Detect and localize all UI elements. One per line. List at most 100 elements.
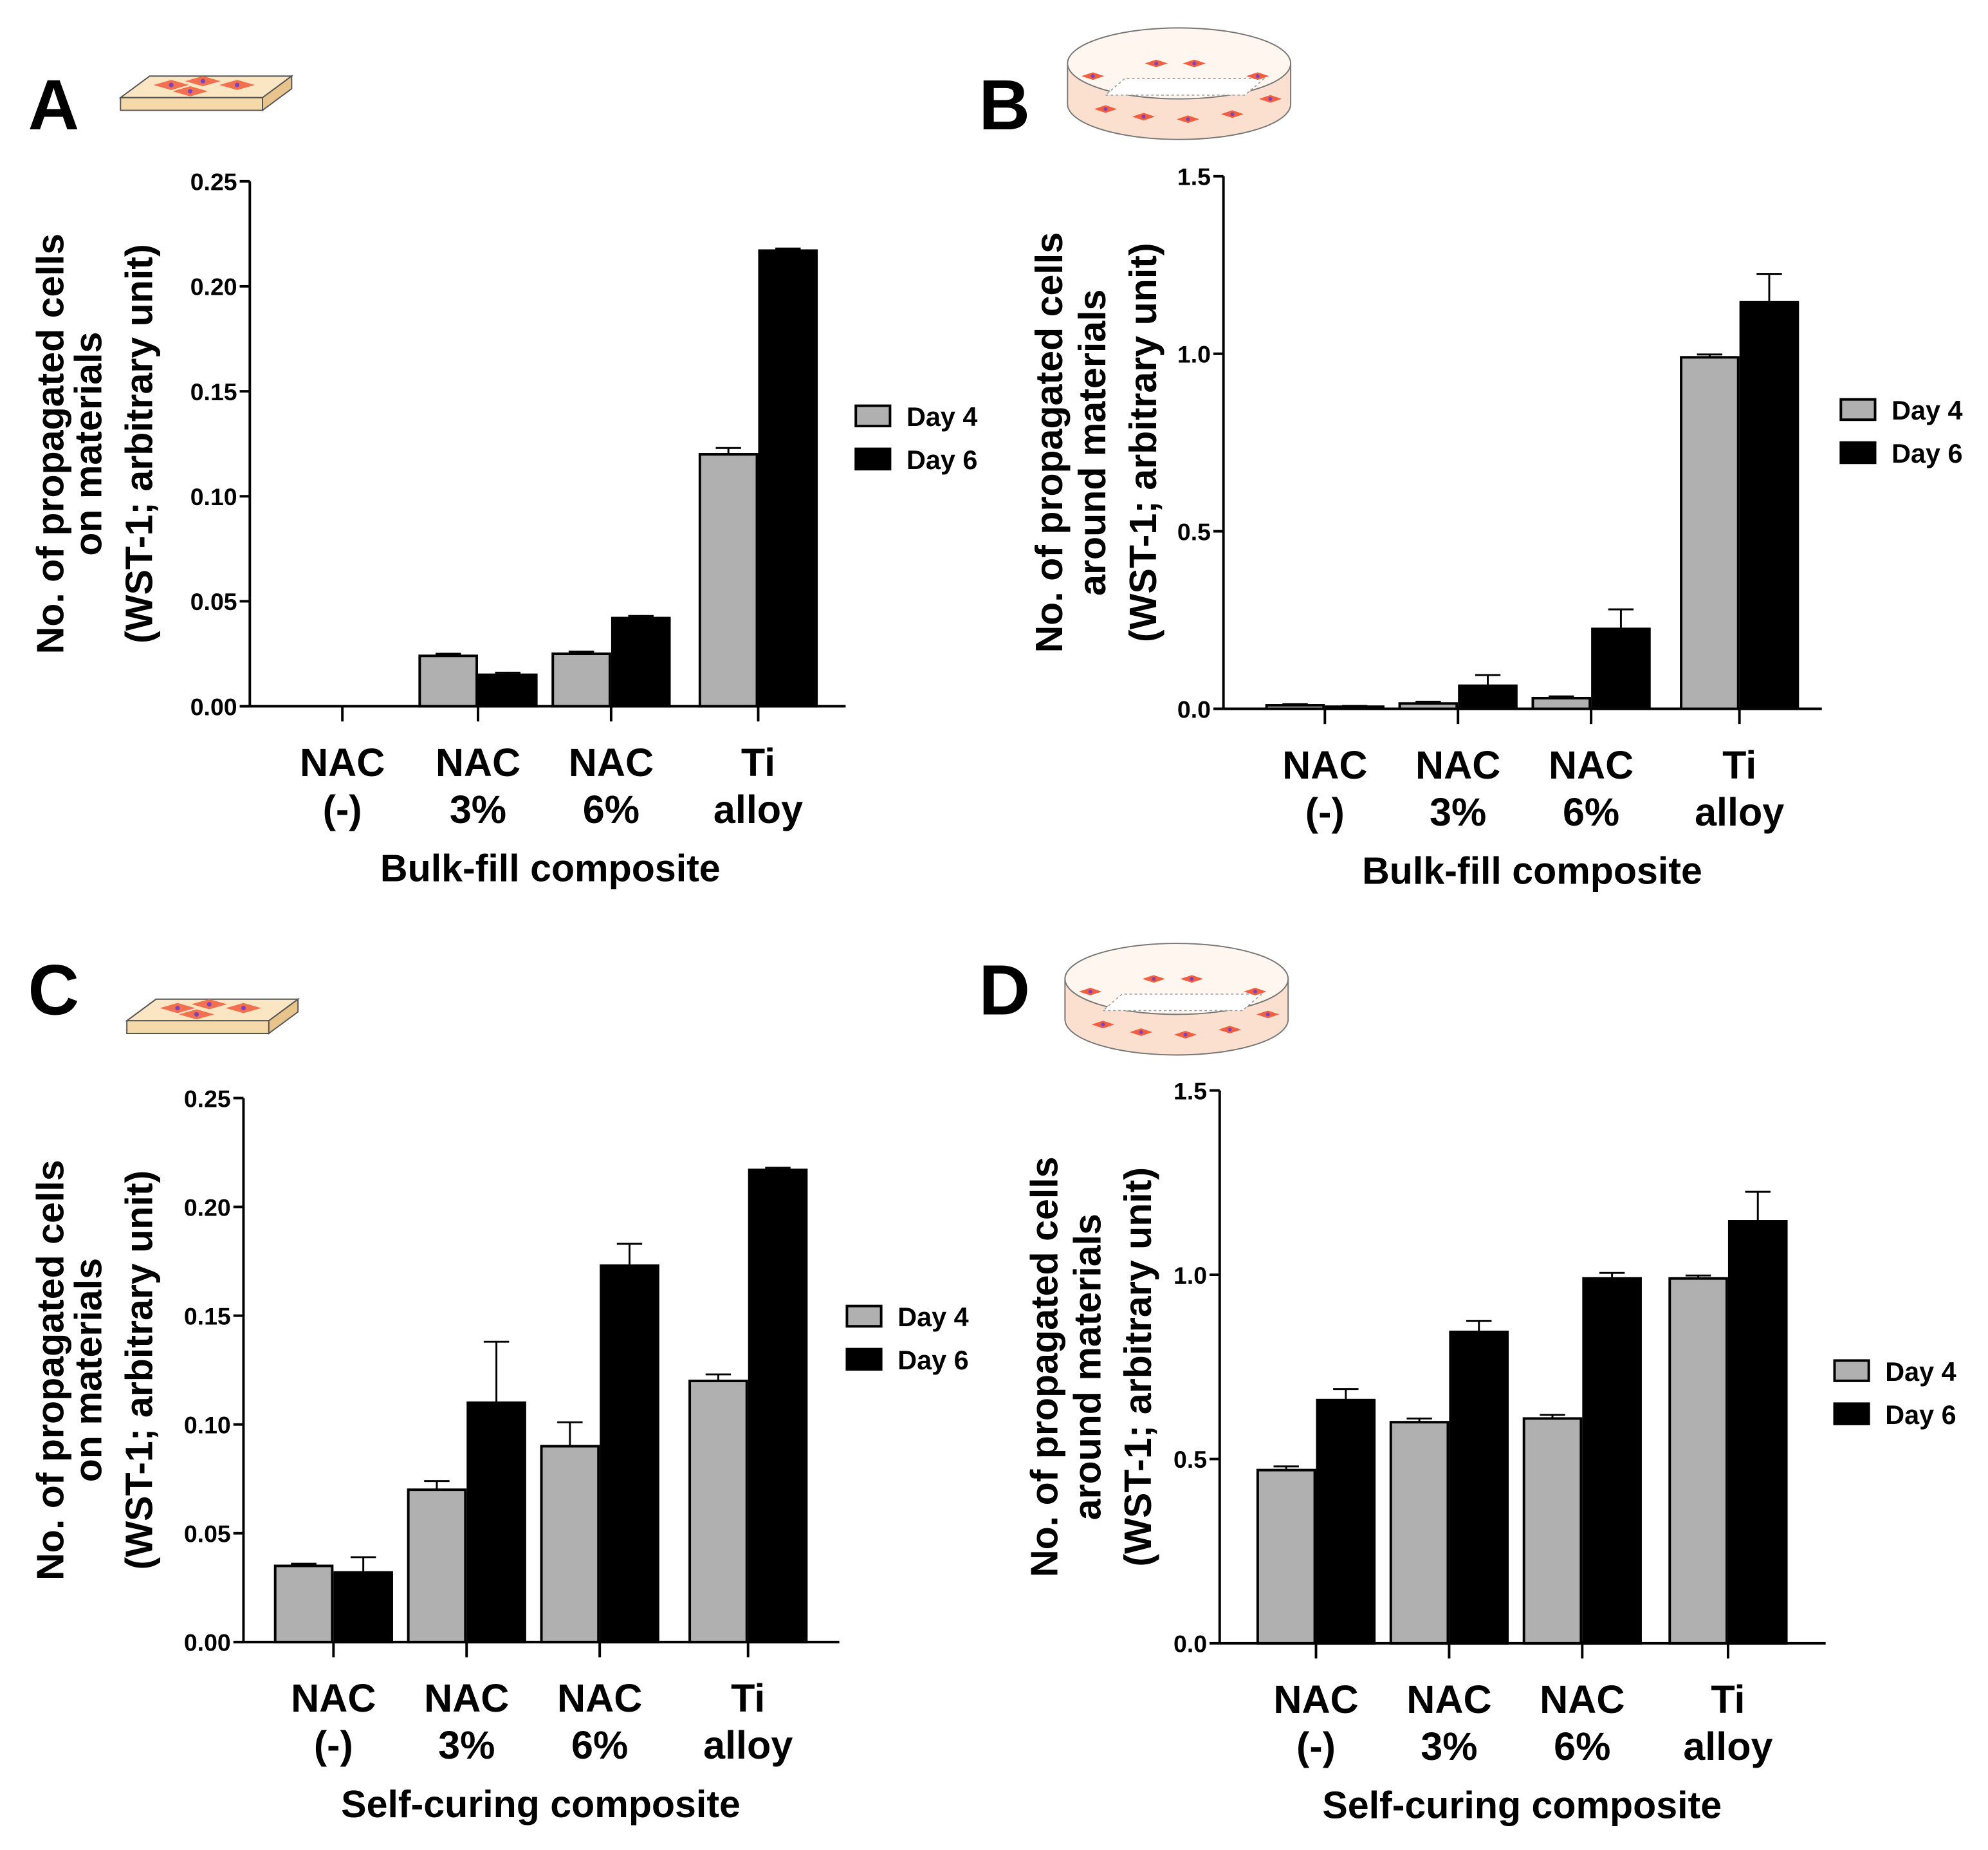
panel-letter: C (28, 950, 79, 1030)
y-tick-label: 0.25 (190, 169, 237, 196)
panel-letter: B (979, 66, 1030, 145)
x-tick-label: Ti (1711, 1678, 1745, 1721)
y-tick-label: 0.25 (184, 1085, 231, 1112)
bar-day-6 (1591, 627, 1651, 710)
y-tick-label: 0.00 (184, 1629, 231, 1656)
x-tick-label: (-) (1305, 790, 1345, 834)
x-tick-label: NAC (1273, 1678, 1358, 1721)
y-tick-label: 0.10 (190, 483, 237, 510)
legend-label: Day 6 (1891, 439, 1962, 468)
bar-day-4 (1680, 356, 1740, 710)
y-tick-label: 0.0 (1173, 1631, 1207, 1658)
y-axis-label: around materials (1065, 1214, 1109, 1520)
y-tick-label: 0.10 (184, 1411, 231, 1438)
y-tick-label: 0.0 (1177, 696, 1211, 723)
y-tick-label: 1.5 (1177, 163, 1211, 190)
bar-day-4 (540, 1445, 600, 1643)
y-tick-label: 0.15 (190, 378, 237, 405)
y-axis-label: (WST-1; arbitrary unit) (117, 244, 160, 643)
y-tick-label: 1.0 (1177, 341, 1211, 368)
bar-day-6 (1739, 301, 1799, 710)
y-axis-label: (WST-1; arbitrary unit) (1116, 1167, 1159, 1567)
legend-label: Day 4 (1891, 396, 1962, 425)
legend-label: Day 6 (897, 1346, 968, 1375)
x-tick-label: 3% (438, 1723, 495, 1767)
bar-day-6 (1582, 1277, 1642, 1645)
legend-label: Day 6 (1885, 1400, 1956, 1430)
x-tick-label: NAC (1415, 743, 1500, 787)
y-axis-label: on materials (67, 332, 110, 556)
x-tick-label: NAC (1540, 1678, 1624, 1721)
bar-day-6 (1316, 1398, 1376, 1645)
y-tick-label: 1.5 (1173, 1077, 1207, 1104)
y-axis-label: No. of propagated cells (1027, 232, 1071, 653)
legend-label: Day 4 (1885, 1357, 1956, 1387)
y-axis-label: No. of propagated cells (28, 1160, 71, 1580)
bar-day-6 (600, 1264, 659, 1643)
bar-day-4 (1256, 1468, 1316, 1645)
panel-C: C 0.00 0.05 0.10 0.15 0.20 0.25 No. of propagat… (28, 950, 968, 1825)
legend-swatch (854, 404, 892, 428)
x-tick-label: 3% (450, 788, 506, 831)
bar-day-4 (1522, 1417, 1583, 1645)
x-tick-label: NAC (1282, 743, 1367, 787)
bar-day-6 (758, 249, 818, 708)
y-tick-label: 0.5 (1173, 1446, 1207, 1473)
panel-letter: A (28, 66, 79, 145)
x-tick-label: NAC (569, 741, 654, 784)
x-tick-label: 6% (571, 1723, 628, 1767)
material-slab-icon (125, 997, 300, 1035)
y-tick-label: 0.20 (190, 273, 237, 301)
x-tick-label: 6% (1563, 790, 1619, 834)
bar-day-6 (1458, 684, 1518, 710)
x-tick-label: NAC (1406, 1678, 1491, 1721)
bar-day-4 (418, 654, 478, 708)
legend-swatch (854, 447, 892, 471)
x-axis-label: Self-curing composite (341, 1782, 741, 1826)
bar-day-6 (1325, 705, 1385, 710)
material-slab-icon (118, 75, 294, 112)
bar-day-6 (611, 616, 671, 708)
y-tick-label: 0.20 (184, 1194, 231, 1221)
y-axis-label: (WST-1; arbitrary unit) (1121, 243, 1164, 642)
petri-dish-icon (1064, 943, 1289, 1056)
x-tick-label: NAC (291, 1676, 376, 1720)
x-tick-label: 3% (1430, 790, 1486, 834)
x-tick-label: Ti (731, 1676, 765, 1720)
y-tick-label: 0.15 (184, 1302, 231, 1329)
x-tick-label: (-) (323, 788, 362, 831)
legend-swatch (845, 1347, 883, 1371)
x-tick-label: alloy (703, 1723, 793, 1767)
x-tick-label: 3% (1421, 1725, 1477, 1768)
y-axis-label: on materials (67, 1258, 110, 1482)
x-axis-label: Bulk-fill composite (1362, 849, 1702, 892)
bar-day-6 (748, 1169, 808, 1643)
y-axis-label: (WST-1; arbitrary unit) (117, 1170, 160, 1570)
bar-day-6 (333, 1571, 393, 1643)
x-tick-label: NAC (557, 1676, 642, 1720)
y-axis-label: No. of propagated cells (28, 234, 71, 654)
bar-day-4 (1398, 702, 1459, 710)
bar-day-6 (466, 1401, 526, 1643)
legend-label: Day 6 (907, 445, 977, 475)
petri-dish-icon (1067, 27, 1292, 140)
x-tick-label: Ti (1722, 743, 1756, 787)
bar-day-4 (407, 1488, 467, 1643)
x-tick-label: NAC (300, 741, 385, 784)
x-tick-label: 6% (1554, 1725, 1610, 1768)
x-tick-label: (-) (314, 1723, 353, 1767)
legend-swatch (845, 1304, 883, 1328)
bar-day-4 (688, 1380, 748, 1643)
y-axis-label: No. of propagated cells (1022, 1156, 1065, 1577)
x-tick-label: alloy (1683, 1725, 1772, 1768)
x-tick-label: NAC (424, 1676, 509, 1720)
bar-day-4 (273, 1564, 334, 1643)
bar-day-4 (698, 453, 759, 708)
x-tick-label: Ti (741, 741, 775, 784)
y-axis-label: around materials (1071, 290, 1114, 596)
legend-swatch (1839, 441, 1877, 465)
bar-day-4 (1668, 1277, 1728, 1645)
bar-day-4 (1389, 1421, 1450, 1645)
panel-letter: D (979, 950, 1030, 1030)
